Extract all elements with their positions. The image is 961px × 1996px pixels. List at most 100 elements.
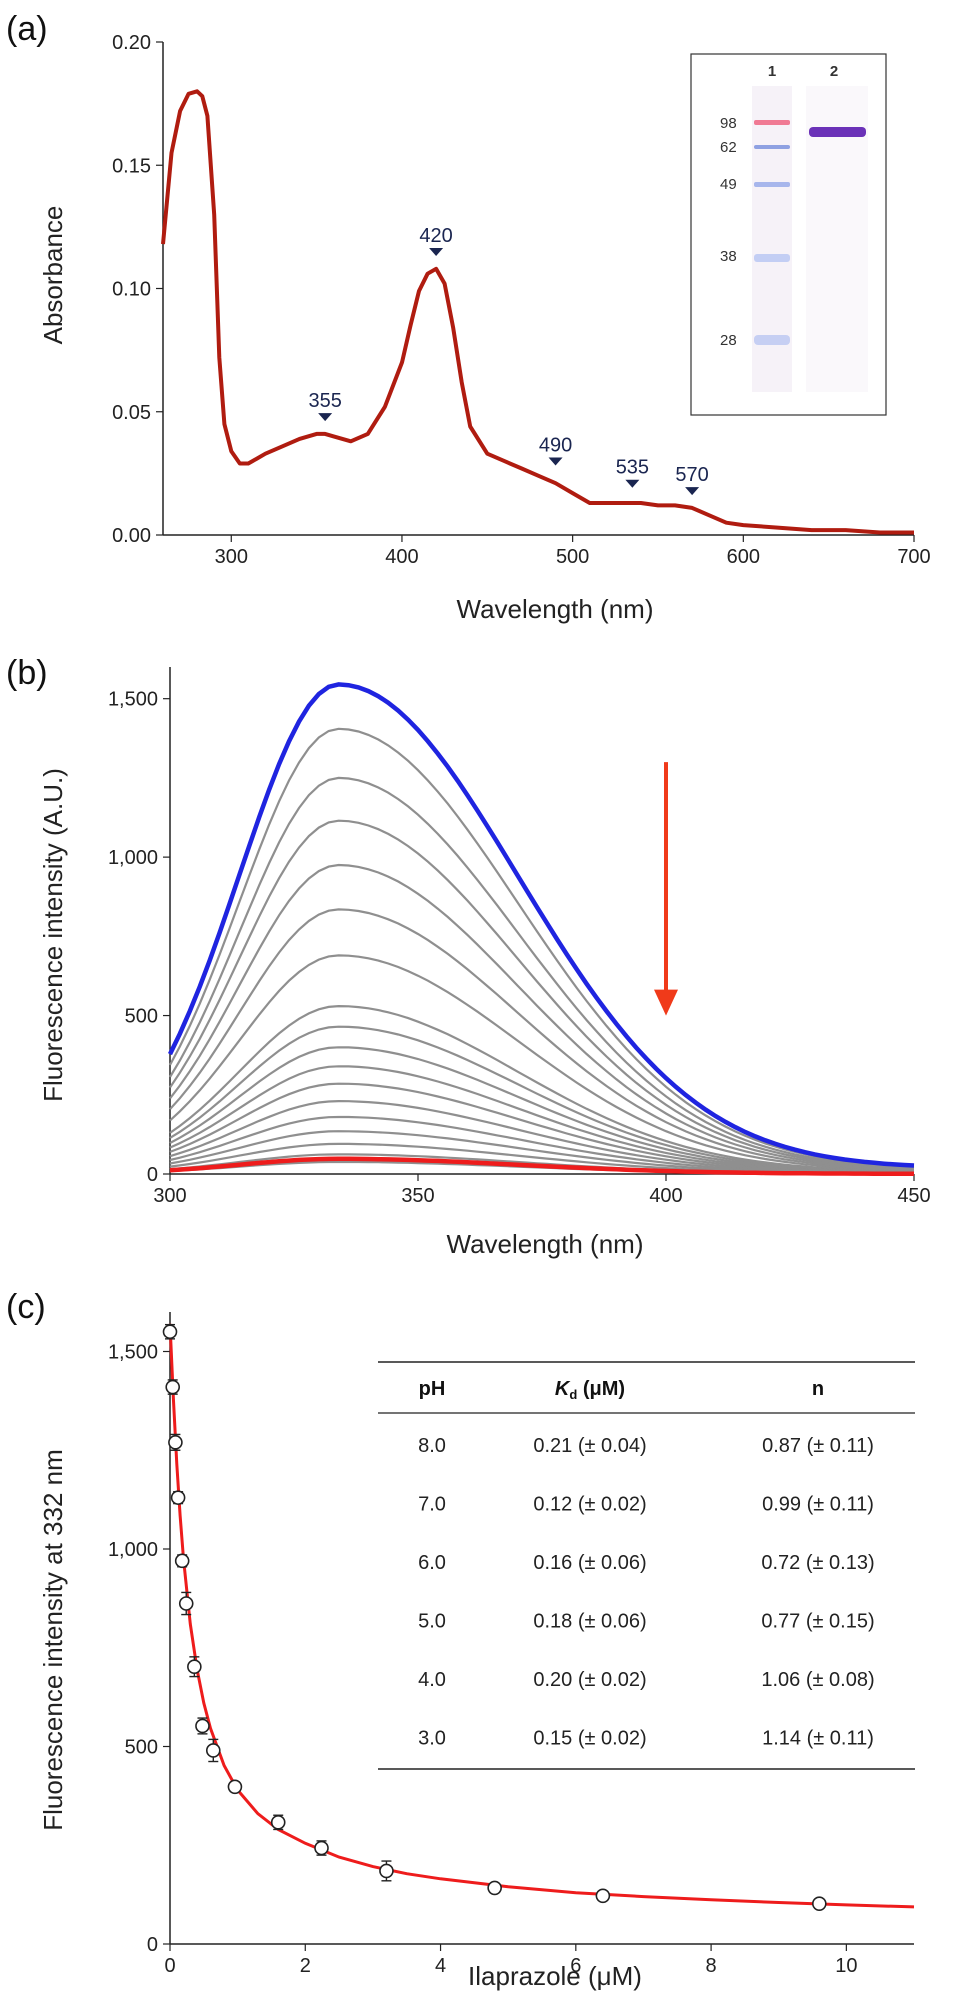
table-cell: 1.14 (± 0.11) <box>762 1728 874 1750</box>
b-ytick-label: 500 <box>125 1006 158 1028</box>
spectrum-titration <box>169 863 915 1170</box>
table-header-n: n <box>812 1378 824 1400</box>
gel-marker-28: 28 <box>720 332 737 349</box>
table-cell: 0.18 (± 0.06) <box>533 1611 646 1633</box>
a-peak-annotations: 355 420 490 535 570 <box>308 225 709 496</box>
table-header-ph: pH <box>419 1378 446 1400</box>
c-xlabel: Ilaprazole (μM) <box>468 1961 642 1991</box>
b-ytick-label: 0 <box>147 1164 158 1186</box>
peak-label: 535 <box>616 457 649 479</box>
gel-lane-1 <box>752 86 792 392</box>
data-point <box>487 1880 502 1896</box>
b-ytick-label: 1,000 <box>108 847 158 869</box>
c-xlabel-text: Ilaprazole ( <box>468 1961 597 1991</box>
table-cell: 0.12 (± 0.02) <box>533 1494 646 1516</box>
peak-marker <box>318 413 333 422</box>
peak-label: 570 <box>675 464 708 486</box>
b-xtick-label: 300 <box>153 1185 186 1207</box>
fluorescence-chart: 300 350 400 450 0 500 1,000 1,500 Wavelength (n… <box>38 667 931 1259</box>
table-header-kd-sub: d <box>569 1387 577 1402</box>
table-cell: 0.99 (± 0.11) <box>762 1494 874 1516</box>
panel-label-a: (a) <box>6 10 48 48</box>
b-xtick-label: 350 <box>401 1185 434 1207</box>
quench-arrow <box>654 762 678 1016</box>
table-cell: 8.0 <box>418 1435 446 1457</box>
c-xtick-label: 6 <box>570 1955 581 1977</box>
table-header-kd-k: K <box>555 1378 571 1400</box>
data-point <box>174 1553 190 1569</box>
panel-label-b: (b) <box>6 654 48 692</box>
table-cell: 0.15 (± 0.02) <box>533 1728 646 1750</box>
c-xlabel-end: M) <box>612 1961 642 1991</box>
gel-band-49 <box>754 182 790 187</box>
gel-marker-38: 38 <box>720 248 737 265</box>
gel-band-98 <box>754 120 790 125</box>
a-ytick-label: 0.00 <box>112 525 151 547</box>
b-ytick-label: 1,500 <box>108 689 158 711</box>
data-point <box>314 1840 329 1856</box>
gel-band-38 <box>754 254 790 262</box>
spectrum-titration <box>169 819 915 1169</box>
a-series <box>161 89 914 535</box>
gel-band-62 <box>754 145 790 149</box>
b-xlabel: Wavelength (nm) <box>447 1229 644 1259</box>
c-xtick-label: 4 <box>435 1955 446 1977</box>
a-xtick-label: 600 <box>727 546 760 568</box>
data-point <box>595 1888 611 1904</box>
table-cell: 0.72 (± 0.13) <box>761 1552 874 1574</box>
peak-marker <box>625 479 640 488</box>
a-xtick-label: 500 <box>556 546 589 568</box>
a-xtick-label: 300 <box>215 546 248 568</box>
kd-table: pH Kd (μM) n 8.0 0.21 (± 0.04) 0.87 (± 0.1… <box>378 1361 915 1770</box>
b-xtick-label: 400 <box>649 1185 682 1207</box>
c-ytick-label: 1,500 <box>108 1342 158 1364</box>
table-header-kd: Kd (μM) <box>555 1378 625 1402</box>
a-xtick-label: 400 <box>385 546 418 568</box>
gel-band-28 <box>754 335 790 345</box>
table-rows: 8.0 0.21 (± 0.04) 0.87 (± 0.11) 7.0 0.12 (± … <box>418 1435 875 1750</box>
data-point <box>812 1896 827 1912</box>
data-point <box>187 1659 202 1675</box>
a-ylabel: Absorbance <box>38 206 68 345</box>
table-cell: 0.87 (± 0.11) <box>762 1435 874 1457</box>
data-point <box>170 1490 186 1505</box>
data-point <box>162 1324 178 1340</box>
absorbance-line <box>161 89 914 535</box>
table-cell: 1.06 (± 0.08) <box>761 1669 874 1691</box>
gel-lane-label-1: 1 <box>768 63 776 80</box>
table-cell: 0.20 (± 0.02) <box>533 1669 646 1691</box>
data-point <box>168 1435 183 1450</box>
c-xtick-label: 2 <box>300 1955 311 1977</box>
c-ytick-label: 0 <box>147 1934 158 1956</box>
c-ytick-label: 500 <box>125 1737 158 1759</box>
peak-label: 490 <box>539 435 572 457</box>
spectrum-final <box>169 1156 914 1176</box>
gel-marker-49: 49 <box>720 176 737 193</box>
gel-marker-62: 62 <box>720 139 737 156</box>
sds-page-gel-inset: 1 2 98 62 49 38 28 <box>690 53 887 416</box>
a-ytick-label: 0.15 <box>112 155 151 177</box>
c-ytick-label: 1,000 <box>108 1539 158 1561</box>
table-cell: 5.0 <box>418 1611 446 1633</box>
spectrum-titration <box>169 908 915 1171</box>
gel-lane-label-2: 2 <box>830 63 838 80</box>
peak-marker <box>429 247 444 256</box>
peak-label: 355 <box>308 390 341 412</box>
table-cell: 0.21 (± 0.04) <box>533 1435 646 1457</box>
absorbance-chart: 300 400 500 600 700 0.00 0.05 0.10 0.15 0.20 355 4… <box>38 32 931 624</box>
spectrum-titration <box>169 727 915 1168</box>
a-ytick-label: 0.20 <box>112 32 151 54</box>
table-cell: 0.77 (± 0.15) <box>761 1611 874 1633</box>
table-cell: 6.0 <box>418 1552 446 1574</box>
table-cell: 7.0 <box>418 1494 446 1516</box>
c-xtick-label: 0 <box>164 1955 175 1977</box>
a-ytick-label: 0.05 <box>112 402 151 424</box>
spectrum-initial <box>167 682 915 1168</box>
spectrum-titration <box>169 954 915 1172</box>
b-xtick-label: 450 <box>897 1185 930 1207</box>
a-xtick-label: 700 <box>897 546 930 568</box>
data-point <box>165 1379 181 1395</box>
table-header-kd-unit: (μM) <box>577 1378 625 1400</box>
c-xtick-label: 10 <box>835 1955 857 1977</box>
